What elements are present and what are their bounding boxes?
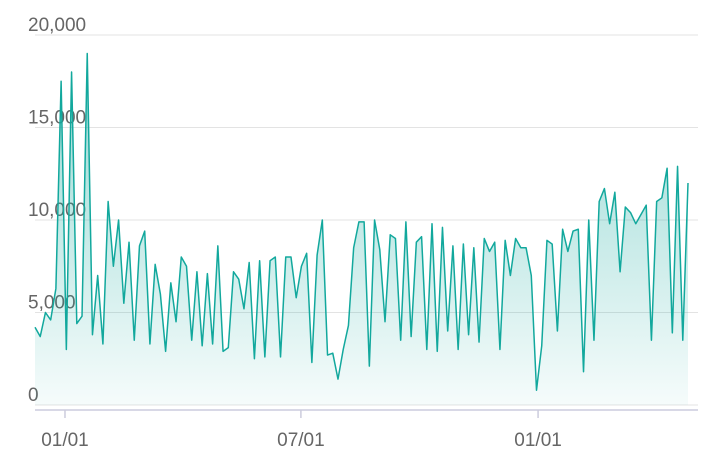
x-tick-label: 01/01 [514, 430, 562, 451]
x-tick-label: 01/01 [41, 430, 89, 451]
x-tick-label: 07/01 [277, 430, 325, 451]
y-tick-label: 15,000 [28, 108, 86, 129]
y-tick-label: 0 [28, 385, 39, 406]
area [35, 53, 688, 405]
y-tick-label: 20,000 [28, 15, 86, 36]
line [34, 52, 689, 391]
